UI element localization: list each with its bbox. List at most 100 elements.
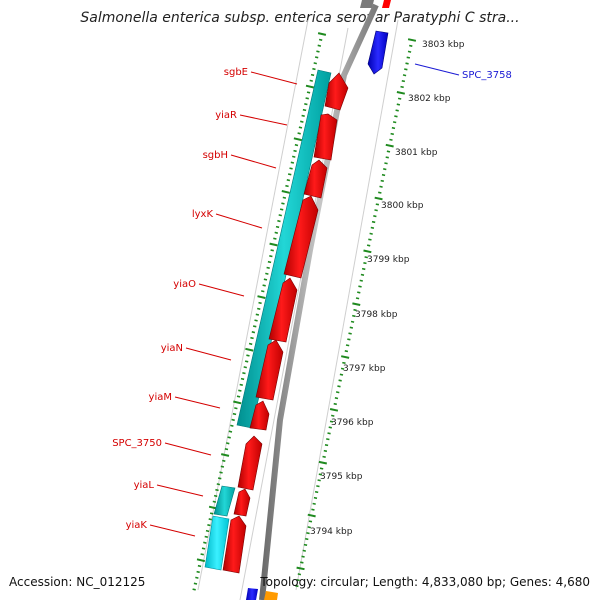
outer-tick <box>391 126 396 130</box>
inner-tick <box>240 377 245 381</box>
outer-tick <box>340 367 345 370</box>
gene-label-spc-3750: SPC_3750 <box>112 438 162 449</box>
outer-tick <box>344 350 349 353</box>
outer-tick <box>378 191 382 194</box>
inner-tick <box>298 126 303 129</box>
outer-tick <box>302 549 306 552</box>
outer-tick <box>358 285 362 288</box>
inner-tick <box>269 242 278 247</box>
outer-tick <box>373 215 377 218</box>
inner-tick <box>196 558 206 563</box>
inner-tick <box>195 576 199 579</box>
inner-tick <box>281 202 285 205</box>
inner-tick-ring <box>192 32 327 591</box>
inner-tick <box>290 161 295 164</box>
ruler-label-3795: 3795 kbp <box>320 472 363 482</box>
inner-tick <box>220 453 230 457</box>
inner-tick <box>302 108 307 112</box>
outer-tick <box>364 256 368 259</box>
outer-tick <box>301 555 305 558</box>
outer-tick <box>396 103 401 106</box>
outer-tick <box>326 438 330 441</box>
gene-label-spc-3758: SPC_3758 <box>462 70 512 81</box>
cds-spc-3750 <box>237 435 263 491</box>
bottom-fragment-blue <box>246 588 258 600</box>
outer-tick <box>375 203 380 206</box>
outer-tick <box>308 520 313 523</box>
outer-tick <box>397 97 402 100</box>
orf-feature-long <box>236 69 332 429</box>
outer-tick <box>329 420 334 423</box>
cds-yian <box>255 339 284 401</box>
outer-tick <box>305 537 309 541</box>
inner-tick <box>212 500 217 503</box>
inner-tick <box>246 354 250 357</box>
inner-tick <box>252 325 257 328</box>
cds-yiak <box>222 515 247 574</box>
gene-label-sgbe: sgbE <box>224 67 248 78</box>
inner-tick <box>265 272 269 275</box>
inner-tick <box>317 44 322 47</box>
outer-tick <box>333 402 337 406</box>
inner-tick <box>287 173 292 176</box>
inner-tick <box>300 120 304 123</box>
inner-tick <box>257 307 261 310</box>
outer-tick <box>313 496 318 500</box>
inner-tick <box>242 372 246 375</box>
cds-yiao <box>268 277 298 343</box>
outer-tick <box>384 162 388 165</box>
outer-tick <box>407 38 417 42</box>
outer-tick <box>296 579 300 582</box>
inner-tick <box>251 331 256 334</box>
outer-tick <box>374 209 378 212</box>
inner-tick <box>266 266 270 269</box>
outer-tick <box>385 143 394 148</box>
inner-tick <box>275 225 280 229</box>
outer-tick <box>370 226 375 229</box>
outer-tick <box>296 566 305 571</box>
outer-tick <box>314 490 319 494</box>
gene-label-yiao: yiaO <box>173 279 196 290</box>
inner-tick <box>305 84 315 89</box>
inner-tick <box>289 167 293 170</box>
outer-tick <box>386 150 391 153</box>
inner-tick <box>208 518 212 521</box>
outer-tick <box>307 513 316 518</box>
inner-tick <box>245 347 254 352</box>
cds-track <box>222 72 349 574</box>
inner-tick <box>216 483 221 486</box>
gene-label-lyxk: lyxK <box>192 209 214 220</box>
ruler-label-3796: 3796 kbp <box>331 418 374 428</box>
ruler-label-3801: 3801 kbp <box>395 148 438 158</box>
accession-text: Accession: NC_012125 <box>9 575 145 589</box>
outer-tick <box>380 179 384 182</box>
cds-sgbe <box>324 72 349 111</box>
outer-tick <box>297 573 302 576</box>
outer-tick-ring <box>295 38 417 588</box>
inner-tick <box>227 436 231 439</box>
inner-tick <box>238 389 242 392</box>
outer-tick <box>359 279 363 282</box>
outer-tick <box>385 156 389 159</box>
outer-tick <box>383 168 387 171</box>
outer-tick <box>405 62 409 65</box>
inner-tick <box>305 97 309 100</box>
inner-tick <box>200 553 204 556</box>
inner-tick <box>316 50 320 53</box>
inner-tick <box>213 494 218 498</box>
outer-tick <box>312 502 316 505</box>
outer-tick <box>357 291 361 294</box>
inner-tick <box>285 184 289 188</box>
orf-feature-yial <box>213 485 236 517</box>
inner-tick <box>301 114 305 117</box>
outer-tick <box>334 397 339 400</box>
outer-tick <box>394 115 398 118</box>
inner-tick <box>220 465 225 468</box>
outer-tick <box>352 314 356 318</box>
inner-tick <box>304 103 308 106</box>
inner-tick <box>286 179 291 182</box>
ruler-label-3797: 3797 kbp <box>343 364 386 374</box>
outer-tick <box>342 361 346 364</box>
gene-label-yial: yiaL <box>134 480 155 491</box>
inner-tick <box>236 395 241 398</box>
